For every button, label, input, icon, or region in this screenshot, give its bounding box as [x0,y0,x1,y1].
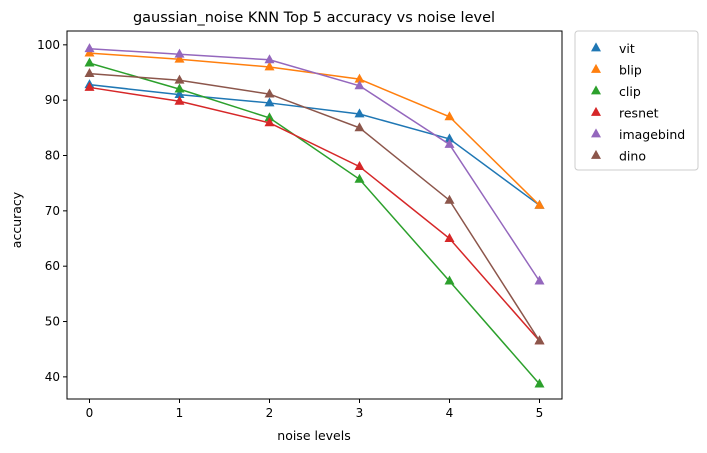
data-point-dino-3 [354,122,365,132]
legend-label-resnet: resnet [619,106,659,121]
data-point-imagebind-2 [264,54,275,64]
data-point-imagebind-1 [174,48,185,58]
series-line-imagebind [89,47,541,282]
legend-label-clip: clip [619,84,641,99]
y-tick-label: 90 [45,93,60,107]
legend: vit blip clip resnet imagebind dino [574,30,699,171]
data-point-blip-1 [174,53,185,63]
legend-marker-dino [591,149,601,159]
data-point-resnet-4 [444,232,455,242]
legend-label-imagebind: imagebind [619,127,685,142]
legend-marker-resnet [591,106,601,116]
data-point-clip-1 [174,83,185,93]
legend-label-blip: blip [619,63,642,78]
x-tick-label: 5 [536,406,544,420]
data-point-resnet-2 [264,117,275,127]
data-point-imagebind-5 [534,275,545,285]
y-tick-label: 60 [45,259,60,273]
data-point-imagebind-0 [84,43,95,53]
chart-title: gaussian_noise KNN Top 5 accuracy vs noi… [133,10,495,26]
data-point-clip-5 [534,378,545,388]
legend-marker-imagebind [591,128,601,138]
legend-marker-vit [591,42,601,52]
data-point-blip-4 [444,111,455,121]
data-point-dino-1 [174,74,185,84]
x-tick-label: 0 [86,406,94,420]
data-point-dino-4 [444,194,455,204]
x-tick-label: 4 [446,406,454,420]
data-point-clip-3 [354,173,365,183]
data-point-resnet-3 [354,160,365,170]
data-point-imagebind-4 [444,138,455,148]
x-axis-label: noise levels [277,428,350,443]
legend-marker-blip [591,63,601,73]
data-point-blip-2 [264,61,275,71]
legend-box [574,30,699,171]
data-point-blip-3 [354,73,365,83]
data-point-vit-3 [354,108,365,118]
y-tick-label: 50 [45,315,60,329]
data-point-vit-2 [264,97,275,107]
data-point-dino-5 [534,335,545,345]
data-point-vit-4 [444,133,455,143]
plot-area: 0 1 2 3 4 5 40 50 60 70 80 90 100 [37,30,563,420]
series-line-dino [89,72,541,342]
y-tick-label: 40 [45,370,60,384]
series-line-clip [89,62,541,385]
plot-frame [66,30,563,400]
legend-label-dino: dino [619,149,646,164]
y-tick-label: 80 [45,149,60,163]
data-point-imagebind-3 [354,80,365,90]
data-point-dino-0 [84,68,95,78]
data-point-resnet-0 [84,81,95,91]
y-tick-label: 70 [45,204,60,218]
series-line-blip [89,52,541,206]
data-point-clip-0 [84,57,95,67]
legend-marker-clip [591,85,601,95]
x-tick-label: 2 [266,406,274,420]
data-point-clip-2 [264,112,275,122]
y-axis-label: accuracy [9,191,24,248]
legend-label-vit: vit [619,41,635,56]
data-point-clip-4 [444,275,455,285]
y-tick-label: 100 [37,38,60,52]
data-point-blip-5 [534,199,545,209]
x-tick-label: 1 [176,406,184,420]
x-tick-label: 3 [356,406,364,420]
data-point-resnet-1 [174,95,185,105]
data-point-vit-1 [174,89,185,99]
data-point-dino-2 [264,88,275,98]
series-line-resnet [89,86,541,342]
series-line-vit [89,83,540,206]
